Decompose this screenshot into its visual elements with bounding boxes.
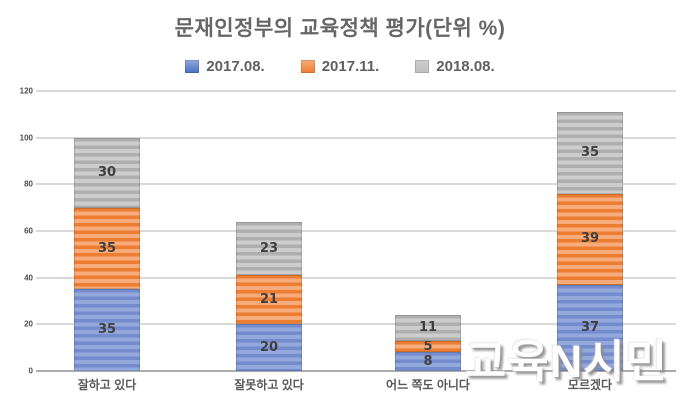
legend-label: 2017.11. (321, 58, 380, 75)
y-tick-label: 120 (19, 86, 33, 96)
chart-legend: 2017.08. 2017.11. 2018.08. (0, 58, 680, 75)
bar-segment: 37 (557, 284, 623, 371)
legend-item: 2017.11. (300, 58, 380, 75)
legend-item: 2017.08. (185, 58, 265, 75)
legend-label: 2018.08. (436, 58, 495, 75)
bar-segment: 35 (74, 207, 140, 290)
bar-stack: 20 21 23 (236, 221, 302, 371)
bar-value-label: 23 (259, 240, 279, 256)
gridline (36, 323, 676, 326)
y-tick-label: 80 (24, 179, 33, 189)
bar-segment: 20 (236, 324, 302, 371)
bar-value-label: 37 (580, 319, 600, 335)
bar-segment: 21 (236, 275, 302, 325)
legend-swatch-icon (300, 60, 315, 73)
bar-value-label: 35 (97, 322, 117, 338)
bar-value-label: 8 (423, 353, 433, 369)
gridline (36, 183, 676, 186)
x-category-label: 잘하고 있다 (77, 378, 137, 392)
bar-value-label: 30 (97, 164, 117, 180)
bar-value-label: 5 (423, 338, 433, 354)
chart-title: 문재인정부의 교육정책 평가(단위 %) (174, 17, 506, 40)
x-category-label: 어느 쪽도 아니다 (386, 378, 470, 392)
legend-swatch-icon (185, 60, 200, 73)
legend-label: 2017.08. (206, 58, 265, 75)
gridline (36, 370, 676, 372)
y-tick-label: 100 (19, 133, 33, 143)
y-tick-label: 0 (28, 366, 33, 376)
bar-segment: 30 (74, 137, 140, 208)
bar-value-label: 39 (580, 231, 600, 247)
bar-stack: 37 39 35 (557, 112, 623, 371)
bar-value-label: 35 (97, 240, 117, 256)
bar-segment: 39 (557, 193, 623, 285)
bar-segment: 35 (74, 289, 140, 371)
bar-stack: 35 35 30 (74, 137, 140, 371)
bar-value-label: 20 (259, 339, 279, 355)
x-category-label: 잘못하고 있다 (234, 378, 304, 392)
bar-value-label: 35 (580, 144, 600, 160)
x-category-label: 모르겠다 (567, 378, 613, 392)
gridline (36, 230, 676, 232)
y-tick-label: 60 (24, 226, 33, 236)
y-tick-label: 40 (24, 273, 33, 283)
gridline (36, 90, 676, 92)
bar-segment: 5 (395, 338, 461, 354)
bar-segment: 11 (395, 315, 461, 341)
legend-swatch-icon (415, 60, 430, 73)
bar-value-label: 21 (259, 291, 279, 307)
y-tick-label: 20 (24, 319, 33, 329)
bar-value-label: 11 (418, 319, 438, 335)
watermark: 교육N시민 (464, 336, 668, 387)
bar-segment: 8 (395, 352, 461, 371)
gridline (36, 276, 676, 279)
plot-area: 0 20 40 60 80 100 120 35 35 30 20 21 23 8 5 11 37 39 35 (20, 87, 676, 376)
bar-stack: 8 5 11 (395, 315, 461, 371)
legend-item: 2018.08. (415, 58, 495, 75)
bar-segment: 23 (236, 221, 302, 276)
gridline (36, 136, 676, 139)
bar-segment: 35 (557, 112, 623, 194)
